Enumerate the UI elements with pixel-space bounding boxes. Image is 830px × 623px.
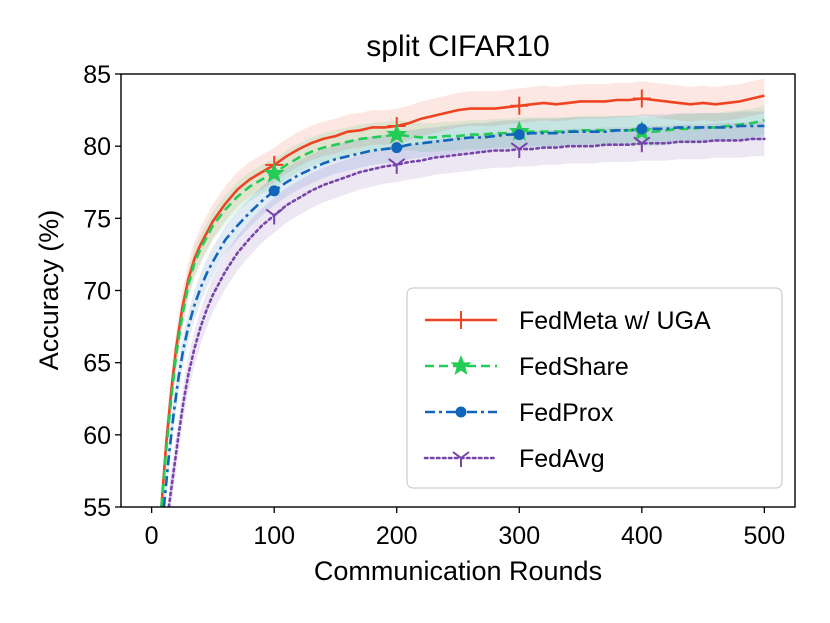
x-tick-label: 500 [744,522,786,550]
y-tick-label: 75 [83,205,111,233]
fedprox-marker [513,129,525,141]
series-markers [263,89,653,225]
y-axis-ticks: 55 60 65 70 75 80 85 [83,61,121,522]
y-tick-label: 65 [83,350,111,378]
x-axis-label: Communication Rounds [314,556,602,586]
legend-fedavg-label: FedAvg [519,445,605,473]
fedavg-marker [388,158,406,174]
fedavg-marker [633,136,651,153]
fedavg-marker [265,208,283,225]
fedshare-marker [386,123,408,144]
legend: FedMeta w/ UGA FedShare FedProx FedAvg [406,287,783,489]
fedavg-marker [510,142,528,159]
x-tick-label: 100 [253,522,295,550]
legend-fedshare-label: FedShare [519,353,629,381]
legend-fedprox-marker [455,406,467,418]
x-tick-label: 200 [376,522,418,550]
fedshare-line [160,118,765,507]
y-axis-label: Accuracy (%) [34,210,64,371]
legend-fedshare-marker [450,354,472,376]
x-axis-ticks: 0 100 200 300 400 500 [145,507,786,550]
fedprox-line [162,124,765,507]
legend-fedprox-label: FedProx [519,399,614,427]
y-tick-label: 55 [83,494,111,522]
y-tick-label: 85 [83,61,111,89]
legend-fedavg-marker [452,451,470,467]
fedavg-line [167,137,766,507]
x-tick-label: 0 [145,522,159,550]
fedmeta-w-uga-marker [632,89,651,108]
x-tick-label: 400 [621,522,663,550]
y-tick-label: 60 [83,422,111,450]
fedprox-marker [268,185,280,197]
fedmeta-w-uga-line [160,94,765,507]
y-tick-label: 70 [83,278,111,306]
fedprox-marker [391,142,403,154]
series-lines [160,94,766,507]
chart-title: split CIFAR10 [366,30,549,63]
y-tick-label: 80 [83,133,111,161]
x-tick-label: 300 [498,522,540,550]
fedshare-marker [263,162,285,183]
legend-box [406,287,783,489]
legend-fedmeta-w-uga-marker [452,311,470,329]
legend-fedmeta-w-uga-label: FedMeta w/ UGA [519,307,711,335]
fedprox-marker [636,123,648,135]
fedmeta-w-uga-marker [510,96,529,115]
